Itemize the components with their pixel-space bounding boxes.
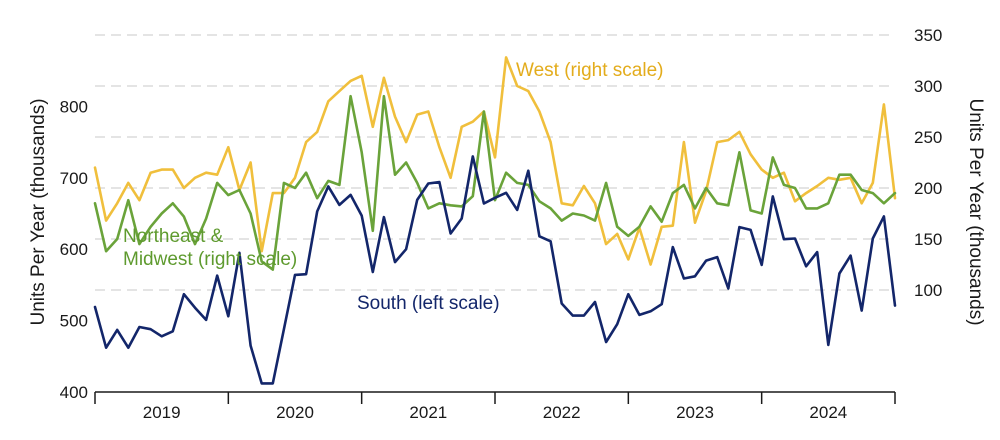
year-label: 2020 <box>276 403 314 422</box>
right-axis-title: Units Per Year (thousands) <box>965 98 986 325</box>
left-tick-label: 400 <box>60 383 88 402</box>
northeast-midwest-series-line <box>93 94 897 271</box>
right-tick-label: 250 <box>914 128 942 147</box>
west-series-label: West (right scale) <box>516 60 663 81</box>
right-tick-label: 100 <box>914 281 942 300</box>
right-tick-label: 350 <box>914 26 942 45</box>
x-axis-tick-labels: 2019 2020 2021 2022 2023 2024 <box>143 403 847 422</box>
year-label: 2024 <box>809 403 847 422</box>
year-label: 2023 <box>676 403 714 422</box>
left-tick-label: 500 <box>60 312 88 331</box>
year-label: 2022 <box>543 403 581 422</box>
left-tick-label: 700 <box>60 169 88 188</box>
west-series-line <box>93 56 897 266</box>
series-lines <box>93 56 897 385</box>
right-tick-label: 150 <box>914 230 942 249</box>
right-tick-label: 200 <box>914 179 942 198</box>
year-label: 2021 <box>409 403 447 422</box>
south-series-label: South (left scale) <box>357 293 500 314</box>
northeast-series-label-line2: Midwest (right scale) <box>123 249 297 270</box>
x-axis-ticks <box>94 392 896 404</box>
left-axis-tick-labels: 400 500 600 700 800 <box>60 97 88 402</box>
south-series-line <box>93 155 897 385</box>
right-tick-label: 300 <box>914 77 942 96</box>
left-tick-label: 800 <box>60 97 88 116</box>
left-tick-label: 600 <box>60 240 88 259</box>
right-axis-tick-labels: 100 150 200 250 300 350 <box>914 26 942 300</box>
northeast-series-label-line1: Northeast & <box>123 226 224 247</box>
left-axis-title: Units Per Year (thousands) <box>28 98 49 325</box>
year-label: 2019 <box>143 403 181 422</box>
gridlines <box>95 34 895 291</box>
